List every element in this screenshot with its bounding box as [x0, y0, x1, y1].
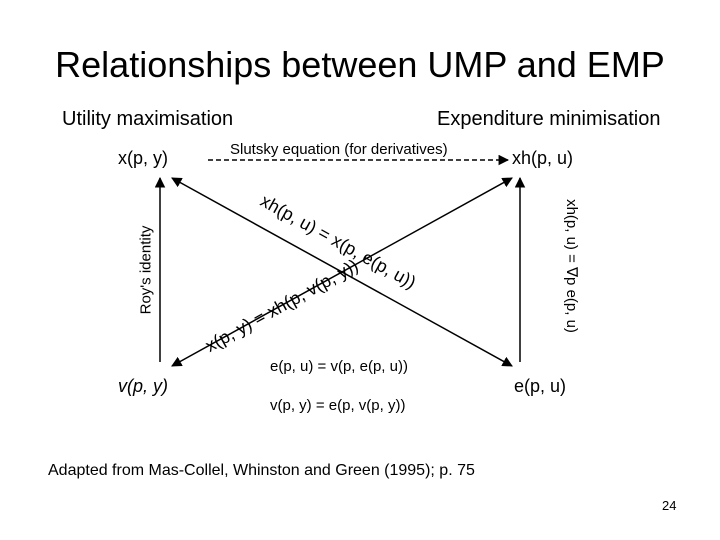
duality-identity-2: v(p, y) = e(p, v(p, y)): [270, 397, 406, 414]
hicksian-demand-node: xh(p, u): [512, 148, 574, 168]
page-number: 24: [662, 498, 677, 513]
shephard-lemma-label: xh(p, u) = ∇p e(p, u): [563, 199, 580, 333]
marshallian-demand-node: x(p, y): [118, 148, 169, 168]
diagonal-up-arrow: [171, 177, 513, 367]
slutsky-label: Slutsky equation (for derivatives): [230, 141, 448, 158]
expenditure-function-node: e(p, u): [514, 376, 567, 396]
roys-identity-label: Roy's identity: [137, 225, 155, 315]
expenditure-min-header: Expenditure minimisation: [437, 108, 661, 130]
utility-max-header: Utility maximisation: [62, 108, 234, 130]
slide-title: Relationships between UMP and EMP: [55, 44, 665, 85]
source-citation: Adapted from Mas-Collel, Whinston and Gr…: [48, 462, 475, 479]
indirect-utility-node: v(p, y): [118, 376, 169, 396]
duality-identity-1: e(p, u) = v(p, e(p, u)): [270, 358, 408, 375]
